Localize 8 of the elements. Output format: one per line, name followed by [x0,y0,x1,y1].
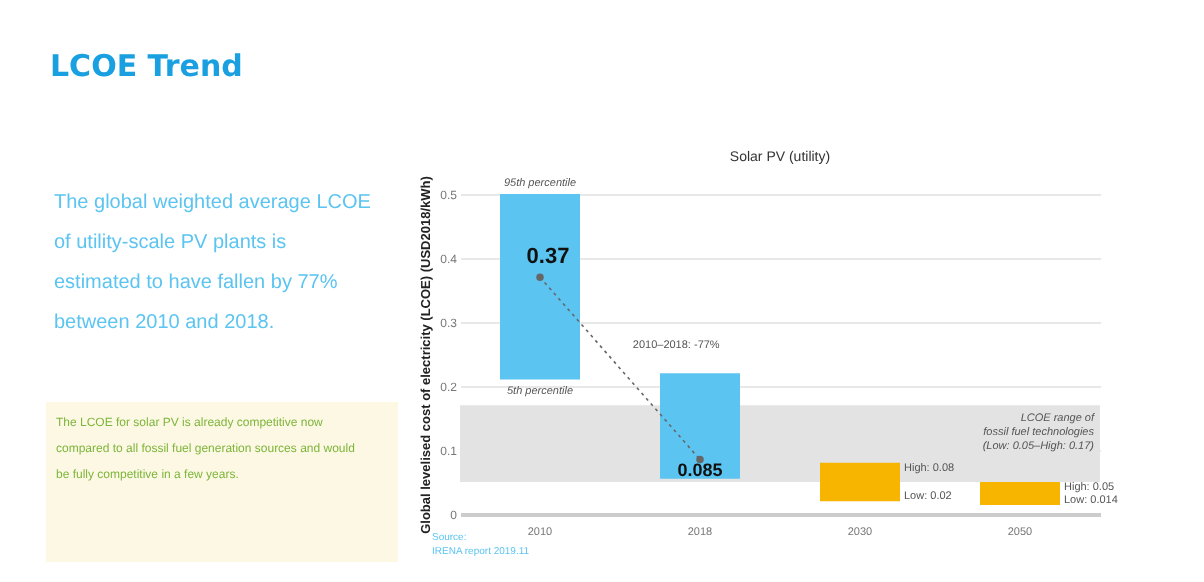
text: LCOE Trend [50,48,243,84]
bar [500,194,580,380]
data-label: 0.37 [526,245,570,270]
bar [660,373,740,479]
bar [980,482,1060,506]
bar [820,462,900,502]
text: The global weighted average LCOE of utility-scale PV plants is estimated to have fallen by 77% between 2010 and 2018. [54,190,373,338]
data-label: 0.085 [677,459,723,480]
